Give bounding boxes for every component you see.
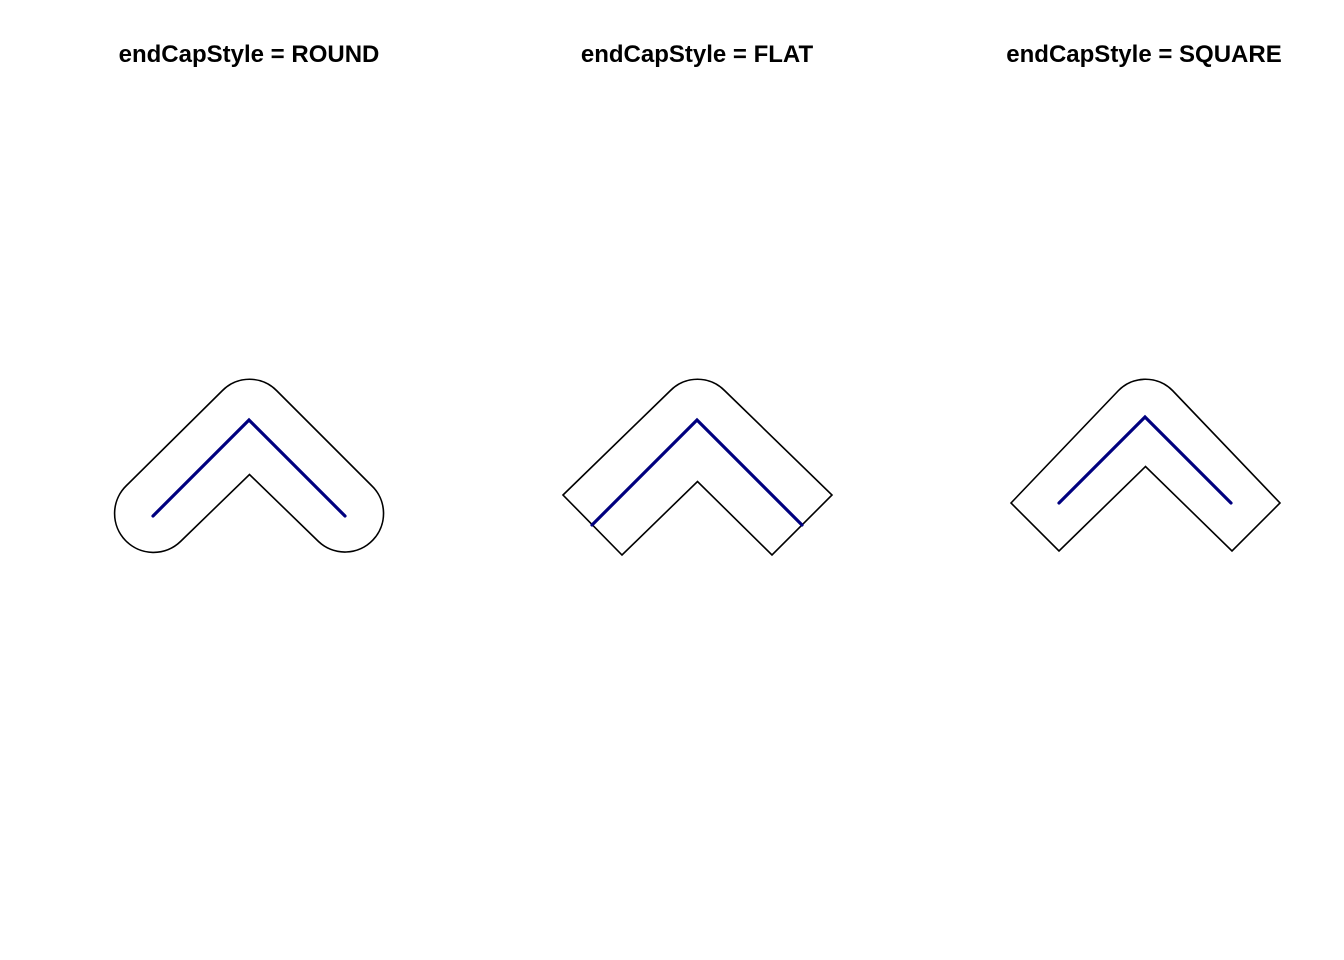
center-line-round: [151, 417, 347, 518]
buffer-outline-square: [1009, 378, 1282, 553]
buffer-outline-flat: [561, 378, 834, 557]
buffer-outline-round: [113, 378, 385, 554]
center-line-flat: [590, 417, 804, 527]
panel-title-round: endCapStyle = ROUND: [119, 41, 380, 68]
panel-title-flat: endCapStyle = FLAT: [581, 41, 814, 68]
panel-round: endCapStyle = ROUND: [113, 41, 385, 554]
panel-square: endCapStyle = SQUARE: [1006, 41, 1282, 553]
center-line-square: [1057, 414, 1233, 505]
panel-flat: endCapStyle = FLAT: [561, 41, 834, 557]
panel-title-square: endCapStyle = SQUARE: [1006, 41, 1281, 68]
